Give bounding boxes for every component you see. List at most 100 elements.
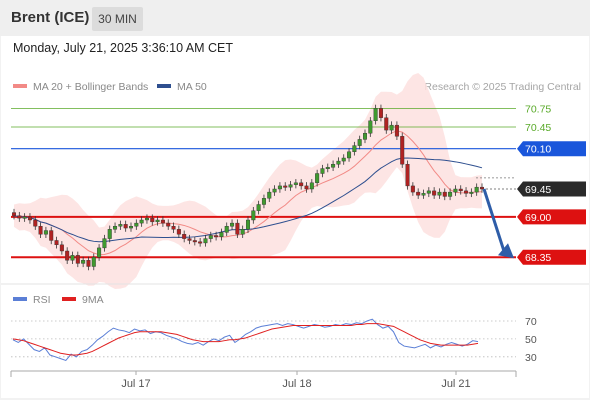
candle-body [11,212,16,216]
candle-body [219,232,224,237]
candle-body [245,219,250,230]
candle-body [59,244,64,252]
candle-body [458,188,463,192]
rsi-legend-label-0: RSI [33,294,51,306]
candle-body [373,108,378,122]
candle-body [442,191,447,197]
candle-body [150,217,155,223]
candle-body [288,184,293,188]
rsi-tick-label-2: 30 [525,352,537,364]
candle-body [171,225,176,230]
x-tick-label-2: Jul 21 [441,378,470,390]
rsi-tick-label-0: 70 [525,316,537,328]
candle-body [341,157,346,162]
instrument-title: Brent (ICE) [11,9,90,26]
legend-label-0: MA 20 + Bollinger Bands [33,81,148,93]
rsi-tick-label-1: 50 [525,334,537,346]
rsi-legend-swatch-1 [62,297,76,301]
candle-body [176,229,181,235]
candle-body [378,108,383,118]
rsi-9ma-line [12,323,479,356]
target-label-1: 70.45 [525,122,551,134]
candle-body [139,219,144,224]
support-tag-5 [517,249,586,265]
candle-body [480,186,485,190]
candle-body [144,217,149,221]
candle-body [33,219,38,227]
candle-body [43,230,48,235]
candle-body [86,260,91,267]
candle-body [91,257,96,267]
candle-body [309,182,314,190]
candle-body [384,117,389,131]
candle-body [123,224,128,229]
candle-body [368,120,373,134]
candle-body [394,124,399,137]
candle-body [97,247,102,258]
candle-body [251,210,256,221]
candle-body [277,185,282,190]
candle-body [320,168,325,174]
candle-body [272,188,277,193]
forecast-arrow [482,188,506,252]
rsi-line [12,318,479,361]
candle-body [198,241,203,244]
x-tick-label-0: Jul 17 [121,378,150,390]
candle-body [192,240,197,243]
candle-body [432,190,437,196]
candle-body [49,230,54,241]
support-tag-4-label: 69.00 [525,212,551,224]
candle-body [421,193,426,196]
timeframe-button[interactable]: 30 MIN [92,7,143,31]
resistance-tag-label: 70.10 [525,144,551,156]
candle-body [267,191,272,199]
candle-body [464,190,469,194]
support-tag-4 [517,209,586,225]
candle-body [416,191,421,196]
candle-body [102,238,107,249]
candle-body [469,191,474,194]
candle-body [437,191,442,196]
candle-body [65,250,70,261]
candle-body [17,215,22,219]
candle-body [166,222,171,227]
candle-body [54,240,59,246]
target-label-0: 70.75 [525,103,551,115]
candle-body [325,167,330,170]
candle-body [81,260,86,264]
rsi-legend-label-1: 9MA [82,294,104,306]
candle-body [128,225,133,229]
candle-body [75,255,80,264]
candle-body [230,222,235,227]
datetime-label: Monday, July 21, 2025 3:36:10 AM CET [13,41,234,55]
candle-body [214,235,219,238]
candle-body [224,225,229,233]
x-tick-label-1: Jul 18 [282,378,311,390]
last-price-tag-label: 69.45 [525,184,551,196]
candle-body [134,222,139,227]
candle-body [448,191,453,197]
candle-body [474,186,479,193]
candle-body [363,132,368,140]
candle-body [22,216,27,219]
resistance-tag [517,141,586,157]
candle-body [261,198,266,205]
candle-body [426,190,431,194]
forecast-arrow-head [498,243,514,259]
candle-body [203,238,208,244]
candle-body [336,160,341,165]
candle-body [208,235,213,239]
candle-body [118,224,123,227]
candle-body [160,219,165,224]
candle-body [400,136,405,165]
candle-body [283,185,288,188]
support-tag-5-label: 68.35 [525,252,551,264]
candle-body [155,219,160,223]
candle-body [293,182,298,185]
rsi-legend-swatch-0 [13,297,27,301]
candle-body [331,163,336,168]
candle-body [107,229,112,239]
candle-body [70,255,75,261]
candle-body [113,225,118,230]
